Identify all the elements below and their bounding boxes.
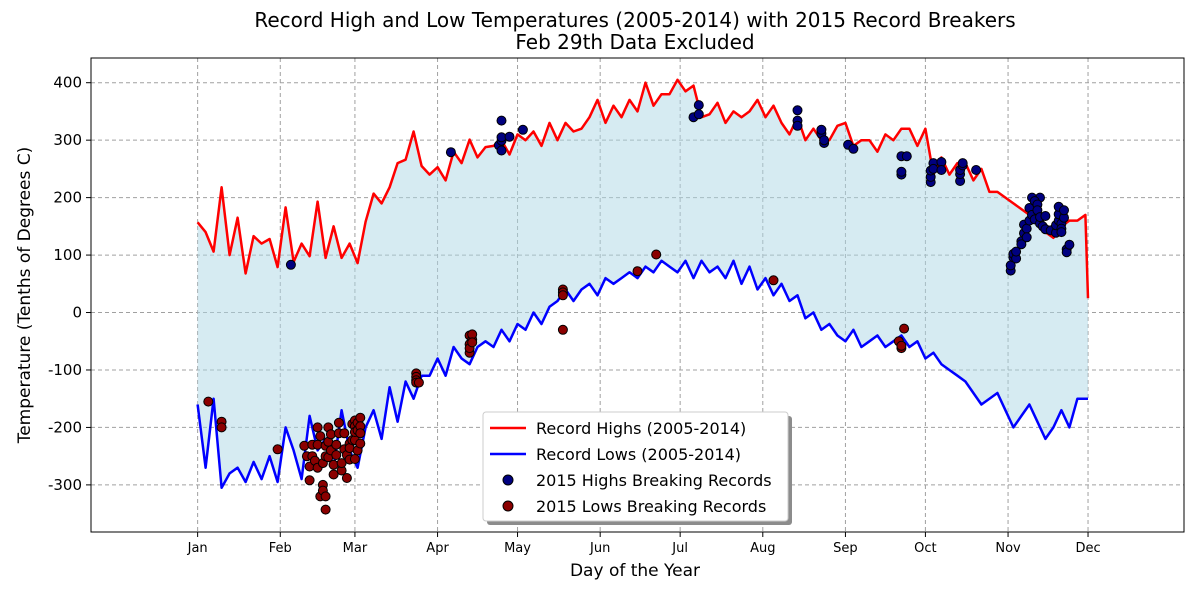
low-record-point: [203, 396, 214, 407]
high-record-point: [971, 165, 982, 175]
low-record-point: [768, 275, 779, 286]
high-record-point: [816, 124, 827, 135]
x-tick-label: Oct: [914, 541, 936, 556]
x-tick-label: Jan: [187, 541, 208, 556]
scatter-points-layer: [203, 100, 1075, 515]
high-record-point: [896, 166, 907, 177]
y-tick-label: 100: [53, 246, 82, 264]
high-record-point: [1040, 211, 1051, 221]
high-record-point: [496, 145, 507, 156]
high-record-point: [1059, 205, 1069, 216]
low-record-point: [339, 428, 350, 439]
low-record-point: [355, 438, 366, 449]
low-record-point: [651, 249, 662, 260]
low-record-point: [320, 504, 331, 515]
high-record-point: [792, 105, 803, 116]
chart-subtitle: Feb 29th Data Excluded: [515, 30, 754, 54]
y-tick-label: 400: [53, 74, 82, 92]
high-record-point: [1056, 227, 1067, 238]
high-record-point: [285, 259, 296, 270]
x-tick-label: Jul: [671, 541, 688, 556]
plot-area-frame: [90, 57, 1185, 533]
high-record-point: [693, 109, 704, 120]
high-record-point: [693, 100, 704, 111]
y-tick-label: -100: [48, 361, 82, 379]
high-record-point: [936, 165, 947, 175]
x-tick-label: Sep: [833, 541, 858, 556]
record-band-fill: [197, 79, 1089, 488]
legend-label: Record Highs (2005-2014): [536, 419, 746, 438]
legend-box: [482, 411, 789, 522]
high-record-point: [901, 151, 912, 162]
y-tick-label: -300: [48, 476, 82, 494]
high-record-point: [1011, 246, 1022, 257]
low-record-point: [333, 417, 344, 428]
y-tick-label: -200: [48, 418, 82, 436]
x-tick-label: May: [504, 541, 531, 556]
legend-marker-swatch: [502, 474, 514, 486]
low-record-point: [320, 491, 331, 502]
x-tick-label: Aug: [750, 541, 775, 556]
low-record-point: [413, 377, 424, 388]
high-record-point: [517, 124, 528, 135]
low-record-point: [899, 323, 910, 334]
high-record-point: [504, 131, 515, 142]
high-record-point: [1016, 239, 1027, 250]
high-record-point: [496, 115, 507, 126]
low-record-point: [312, 422, 323, 433]
y-axis-label: Temperature (Tenths of Degrees C): [15, 147, 35, 445]
legend: Record Highs (2005-2014) Record Lows (200…: [482, 411, 792, 525]
low-record-point: [272, 444, 283, 455]
x-tick-label: Mar: [343, 541, 368, 556]
high-record-point: [445, 147, 456, 158]
y-tick-label: 200: [53, 189, 82, 207]
high-record-point: [848, 143, 859, 154]
high-record-point: [792, 120, 803, 131]
low-record-point: [355, 428, 366, 439]
low-record-point: [349, 454, 360, 464]
low-record-point: [467, 337, 478, 348]
y-tick-label: 0: [72, 304, 82, 322]
legend-label: 2015 Lows Breaking Records: [536, 497, 766, 516]
high-record-point: [1064, 239, 1075, 250]
legend-label: Record Lows (2005-2014): [536, 445, 741, 464]
x-tick-label: Nov: [995, 541, 1021, 556]
high-record-point: [1021, 232, 1032, 243]
low-record-point: [216, 422, 227, 433]
high-record-point: [819, 135, 830, 146]
high-record-point: [957, 158, 968, 169]
x-axis-label: Day of the Year: [570, 561, 700, 581]
low-record-point: [328, 459, 339, 470]
low-record-point: [331, 439, 342, 450]
low-record-point: [355, 412, 366, 423]
x-tick-label: Dec: [1075, 541, 1100, 556]
x-tick-label: Feb: [269, 541, 292, 556]
low-record-point: [896, 340, 907, 351]
low-record-point: [632, 266, 643, 277]
low-record-point: [331, 450, 342, 460]
low-record-point: [328, 469, 339, 480]
x-tick-label: Apr: [426, 541, 449, 556]
legend-items: Record Highs (2005-2014) Record Lows (200…: [490, 419, 772, 516]
chart-title: Record High and Low Temperatures (2005-2…: [254, 8, 1015, 32]
y-axis-ticks: -300 -200 -100 0 100 200 300 400: [48, 74, 91, 494]
low-record-point: [315, 431, 326, 442]
low-record-point: [341, 473, 352, 483]
low-record-point: [304, 475, 315, 486]
x-axis-ticks: Jan Feb Mar Apr May Jun Jul Aug Sep Oct Nov Dec: [187, 532, 1101, 556]
band-fill-layer: [197, 79, 1089, 488]
legend-marker-swatch: [502, 500, 514, 512]
low-record-point: [557, 324, 568, 335]
low-record-point: [557, 290, 568, 301]
x-tick-label: Jun: [589, 541, 610, 556]
legend-label: 2015 Highs Breaking Records: [536, 471, 772, 490]
y-tick-label: 300: [53, 131, 82, 149]
